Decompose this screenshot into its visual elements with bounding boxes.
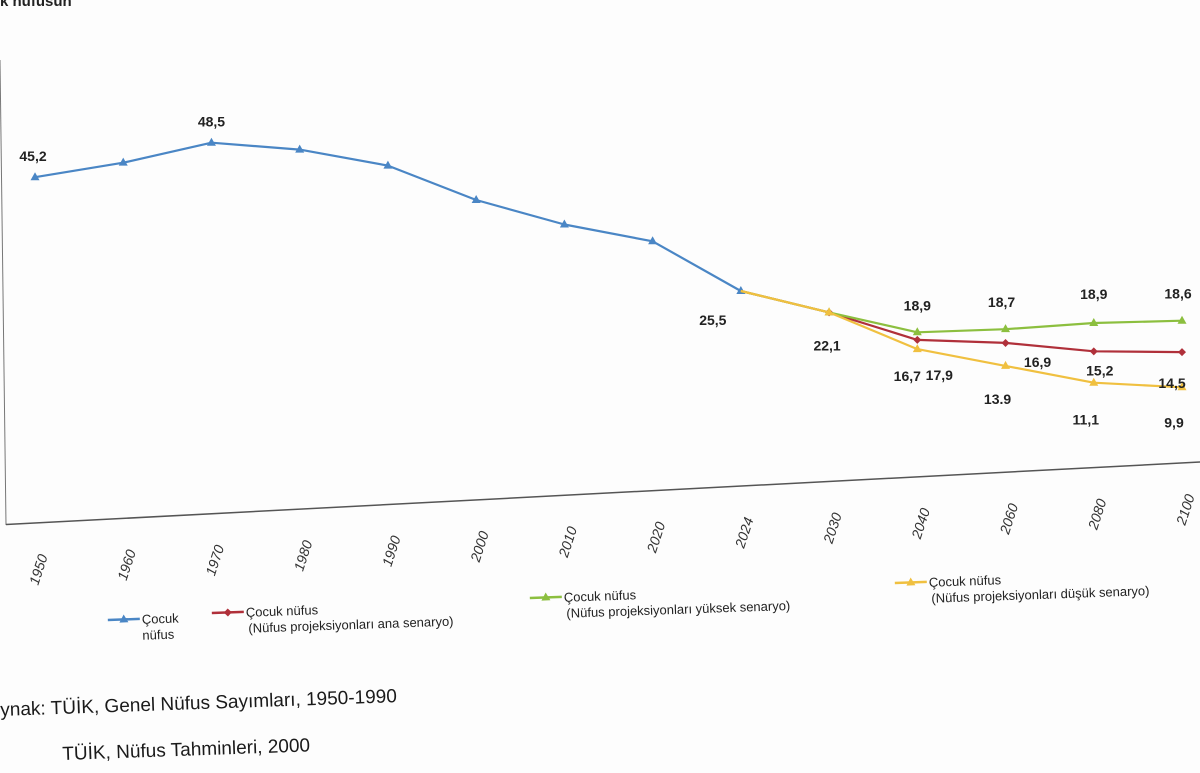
data-point	[295, 144, 305, 153]
data-label: 16,9	[1024, 354, 1051, 370]
legend-item: Çocuk nüfus(Nüfus projeksiyonları düşük …	[894, 572, 1150, 606]
legend-item: Çocuk nüfus(Nüfus projeksiyonları ana se…	[211, 602, 454, 636]
legend-marker	[223, 608, 232, 617]
data-label: 16,7	[894, 368, 921, 384]
data-label: 18,9	[904, 297, 931, 313]
data-point	[1089, 347, 1098, 356]
x-tick-label: 2020	[643, 520, 668, 556]
data-point	[559, 219, 569, 228]
data-point	[1001, 324, 1011, 333]
series-group	[30, 137, 1187, 391]
series-line	[740, 289, 1183, 389]
data-label: 17,9	[926, 367, 953, 383]
data-point	[1178, 348, 1186, 357]
data-point	[648, 236, 658, 245]
data-label: 22,1	[813, 337, 840, 353]
x-tick-label: 1980	[291, 538, 316, 573]
data-point	[1001, 338, 1010, 347]
axes	[0, 59, 1200, 526]
data-point	[383, 160, 393, 169]
data-point	[471, 195, 481, 204]
data-label: 48,5	[198, 114, 225, 130]
data-label: 11,1	[1073, 412, 1100, 428]
legend-label-line1: Çocuk nüfus	[929, 572, 1002, 590]
data-point	[1089, 318, 1099, 327]
legend-marker	[541, 592, 551, 601]
data-point	[1089, 377, 1099, 386]
x-tick-label: 1990	[379, 534, 404, 569]
data-label: 9,9	[1164, 414, 1184, 430]
data-point	[1177, 315, 1187, 324]
x-tick-label: 1970	[202, 543, 227, 578]
legend-marker	[906, 577, 916, 586]
data-point	[824, 307, 834, 316]
legend-item: Çocuk nüfus(Nüfus projeksiyonları yüksek…	[529, 587, 790, 621]
x-tick-label: 2000	[467, 529, 492, 565]
data-point	[206, 137, 216, 146]
legend-label-line2: nüfus	[142, 627, 175, 643]
data-point	[913, 335, 922, 344]
data-point	[912, 327, 922, 336]
legend-label-line1: Çocuk nüfus	[564, 587, 637, 605]
data-label: 18,6	[1164, 286, 1191, 302]
data-label: 45,2	[19, 148, 46, 164]
data-point	[118, 157, 128, 166]
chart-title-fragment: k nüfusun	[0, 0, 72, 10]
x-tick-label: 2024	[731, 515, 756, 551]
x-tick-labels: 1950 1960 1970 1980 1990 2000 2010 2020 2024 2030…	[26, 492, 1198, 587]
x-tick-label: 2080	[1084, 497, 1109, 533]
series-line	[740, 289, 1183, 334]
x-tick-label: 2100	[1173, 492, 1198, 528]
data-label: 25,5	[699, 312, 726, 328]
data-point	[30, 172, 40, 181]
data-point	[912, 344, 922, 353]
x-tick-label: 1950	[26, 552, 51, 587]
data-label: 18,9	[1080, 286, 1107, 302]
x-tick-label: 1960	[114, 547, 139, 582]
x-axis-line	[5, 461, 1200, 526]
legend-marker	[119, 614, 129, 623]
y-axis-line	[0, 59, 7, 526]
legend-label-line1: Çocuk nüfus	[246, 602, 319, 620]
data-point	[1177, 382, 1187, 391]
x-tick-label: 2010	[555, 524, 580, 560]
legend-label-line1: Çocuk	[142, 611, 180, 627]
x-tick-label: 2040	[908, 506, 933, 542]
x-tick-label: 2030	[820, 510, 845, 546]
data-labels: 45,2 48,5 25,5 22,1 17,9 16,9 15,2 14,5 18,9 18,7…	[19, 114, 1191, 431]
data-label: 15,2	[1086, 362, 1113, 378]
data-point	[1001, 360, 1011, 369]
x-tick-label: 2060	[996, 501, 1021, 537]
legend-label-line2: (Nüfus projeksiyonları ana senaryo)	[248, 614, 454, 636]
data-label: 13.9	[984, 391, 1011, 407]
data-label: 14,5	[1158, 375, 1185, 391]
data-label: 18,7	[988, 294, 1015, 310]
